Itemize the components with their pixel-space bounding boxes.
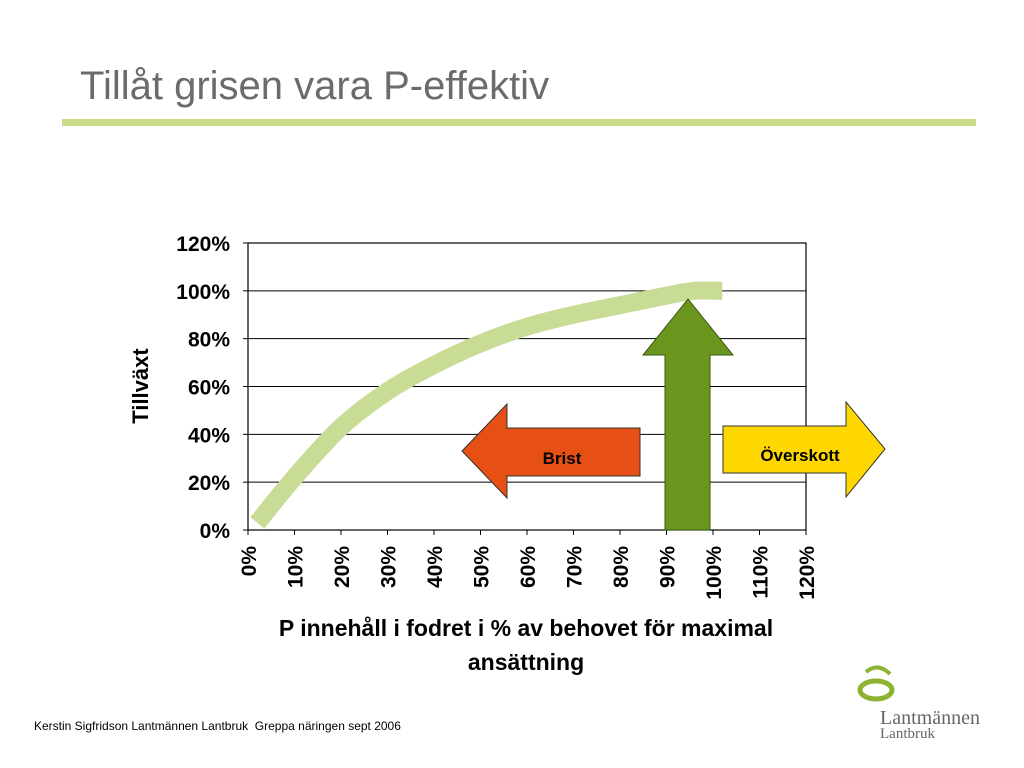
logo-name: Lantmännen <box>880 707 980 729</box>
y-tick-label: 80% <box>188 329 230 352</box>
title-underline <box>62 119 976 126</box>
x-axis-label: P innehåll i fodret i % av behovet för m… <box>279 615 773 675</box>
x-tick-label: 60% <box>517 546 540 588</box>
up-arrow-icon <box>641 298 735 531</box>
brist-label: Brist <box>543 449 582 468</box>
y-tick-label: 120% <box>176 233 230 256</box>
x-tick-label: 20% <box>331 546 354 588</box>
lantmannen-swirl-icon <box>857 665 895 702</box>
x-tick-label: 70% <box>564 546 587 588</box>
x-tick-label: 90% <box>657 546 680 588</box>
overskott-label: Överskott <box>760 446 840 465</box>
x-tick-label: 50% <box>471 546 494 588</box>
x-tick-label: 10% <box>285 546 308 588</box>
y-tick-label: 100% <box>176 281 230 304</box>
x-tick-label: 30% <box>378 546 401 588</box>
growth-curve <box>250 281 723 529</box>
x-tick-label: 40% <box>424 546 447 588</box>
series-layer <box>250 281 723 529</box>
overskott-arrow-icon <box>722 400 886 499</box>
y-axis-ticks: 0% 20% 40% 60% 80% 100% 120% <box>176 233 248 543</box>
x-tick-label: 0% <box>238 546 261 577</box>
y-tick-label: 0% <box>200 520 231 543</box>
annotation-arrows: Brist Överskott <box>461 298 886 531</box>
x-tick-label: 80% <box>610 546 633 588</box>
y-axis-label: Tillväxt <box>128 348 153 424</box>
slide-title: Tillåt grisen vara P-effektiv <box>80 64 550 108</box>
brist-arrow-icon <box>461 402 641 500</box>
logo-sub: Lantbruk <box>880 726 935 742</box>
y-tick-label: 20% <box>188 472 230 495</box>
x-tick-label: 110% <box>750 546 773 599</box>
x-tick-label: 120% <box>796 546 819 600</box>
y-tick-label: 40% <box>188 424 230 447</box>
footer-text: Kerstin Sigfridson Lantmännen Lantbruk G… <box>34 719 401 733</box>
x-axis-ticks: 0% 10% 20% 30% 40% 50% 60% 70% 80% 90% 100% 110% 120… <box>238 530 819 600</box>
y-tick-label: 60% <box>188 377 230 400</box>
x-tick-label: 100% <box>703 546 726 600</box>
